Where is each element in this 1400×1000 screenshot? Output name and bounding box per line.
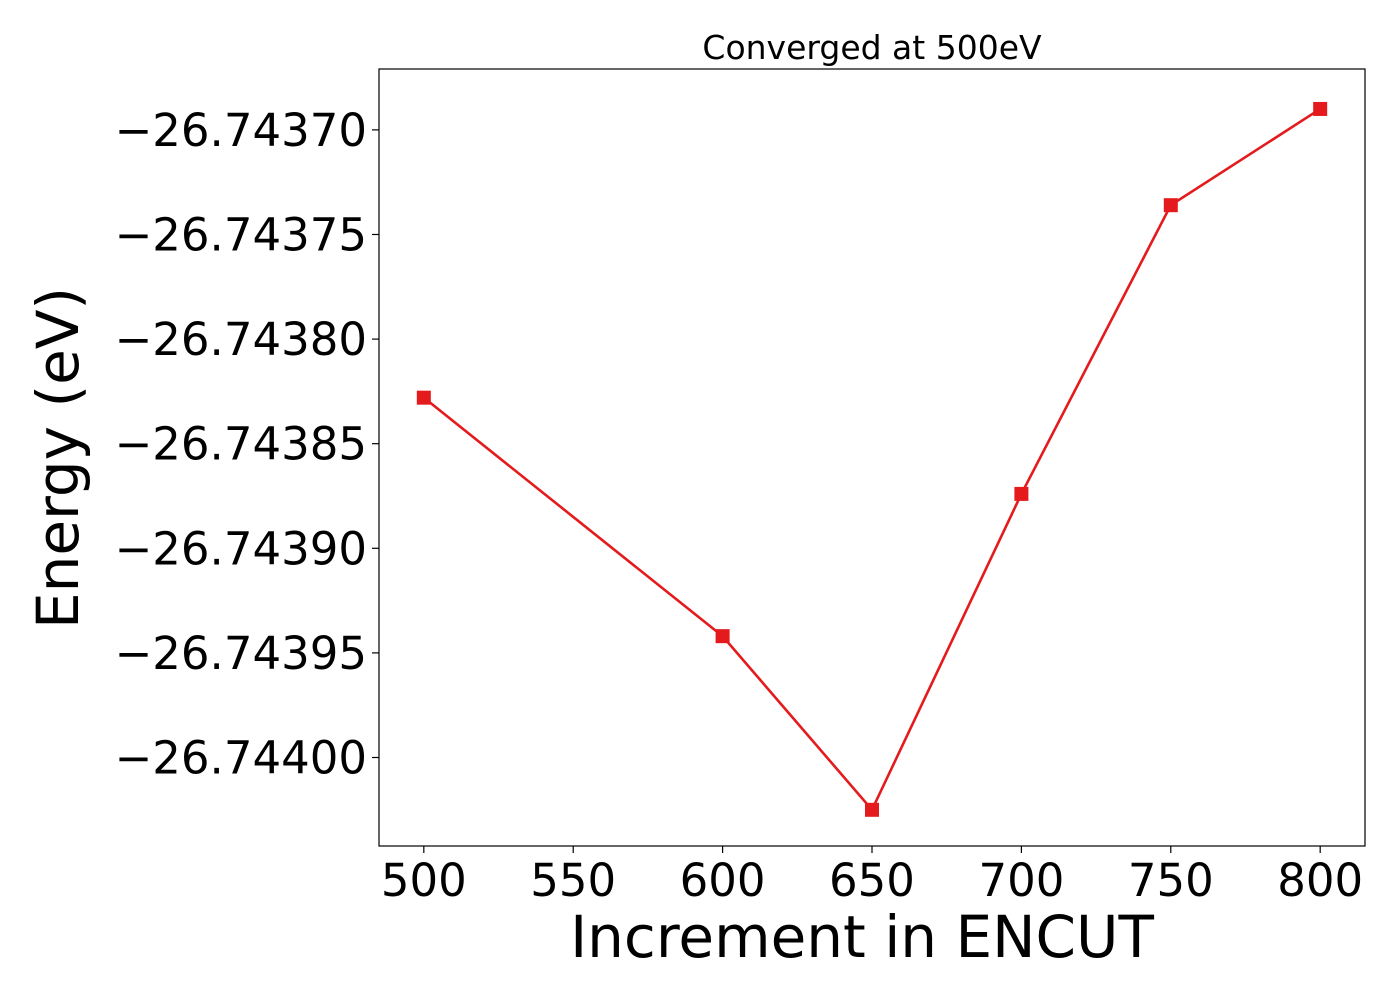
- chart-title: Converged at 500eV: [702, 28, 1042, 67]
- x-tick-label: 750: [1128, 854, 1214, 907]
- series-energy: [416, 101, 1328, 817]
- y-tick-label: −26.74395: [115, 627, 367, 680]
- x-axis-ticks: 500 550 600 650 700 750 800: [381, 846, 1363, 907]
- x-tick-label: 650: [829, 854, 915, 907]
- x-tick-label: 600: [680, 854, 766, 907]
- x-tick-label: 500: [381, 854, 467, 907]
- x-tick-label: 700: [978, 854, 1064, 907]
- y-axis-label: Energy (eV): [24, 287, 92, 629]
- series-line: [423, 107, 1321, 813]
- data-point: [865, 802, 879, 817]
- y-tick-label: −26.74370: [115, 104, 367, 157]
- data-point: [1313, 101, 1328, 116]
- plot-frame: [378, 68, 1366, 847]
- data-point: [715, 629, 730, 644]
- y-tick-label: −26.74385: [115, 418, 367, 471]
- y-axis-ticks: −26.74370 −26.74375 −26.74380 −26.74385 −26.…: [115, 104, 379, 785]
- y-tick-label: −26.74390: [115, 522, 367, 575]
- y-tick-label: −26.74400: [115, 732, 367, 785]
- y-tick-label: −26.74375: [115, 208, 367, 261]
- data-point: [416, 390, 431, 405]
- x-axis-label: Increment in ENCUT: [570, 903, 1154, 971]
- data-point: [1014, 486, 1029, 501]
- x-tick-label: 550: [530, 854, 616, 907]
- x-tick-label: 800: [1277, 854, 1363, 907]
- data-point: [1163, 198, 1178, 213]
- y-tick-label: −26.74380: [115, 313, 367, 366]
